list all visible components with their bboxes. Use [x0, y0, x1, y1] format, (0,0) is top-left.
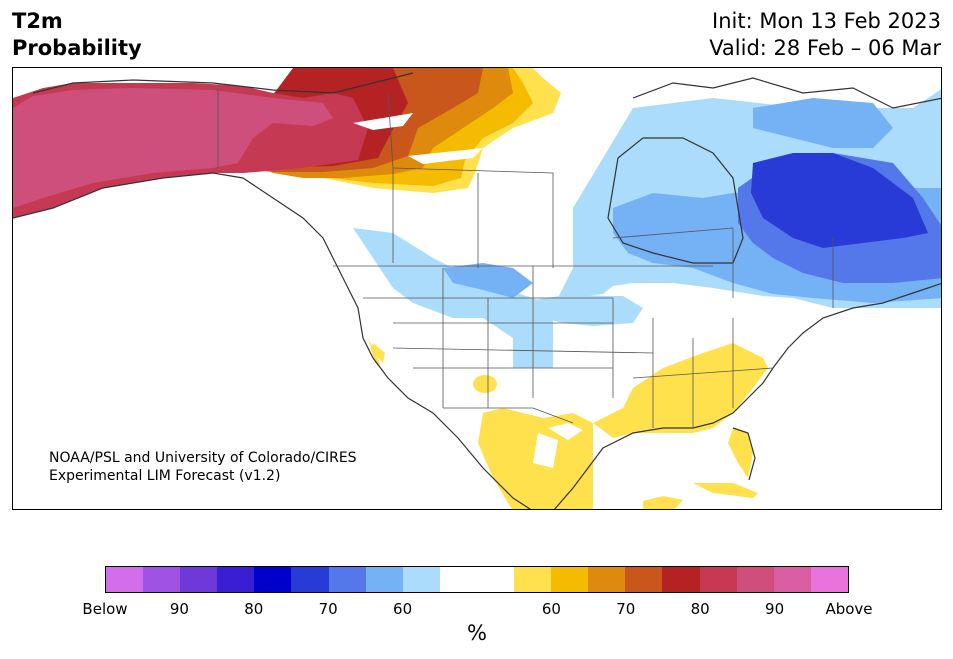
- colorbar-swatch: [514, 567, 552, 592]
- colorbar-tick-label: Above: [825, 600, 873, 618]
- colorbar-swatch: [810, 567, 848, 592]
- map-canvas: [13, 68, 941, 509]
- above60-region-caribbean: [643, 496, 683, 509]
- credit-line-model: Experimental LIM Forecast (v1.2): [49, 468, 281, 484]
- data-credit: NOAA/PSL and University of Colorado/CIRE…: [49, 449, 357, 485]
- credit-line-organization: NOAA/PSL and University of Colorado/CIRE…: [49, 450, 357, 466]
- colorbar-tick-label: Below: [82, 600, 128, 618]
- colorbar-swatch: [365, 567, 403, 592]
- below65-region-plains: [443, 263, 533, 298]
- map-title: T2m Probability: [12, 8, 142, 62]
- colorbar-swatch: [773, 567, 811, 592]
- colorbar-tick-label: 80: [244, 600, 264, 618]
- above60-region-gulf-coast: [371, 343, 385, 363]
- colorbar-swatch: [551, 567, 589, 592]
- colorbar-swatch: [328, 567, 366, 592]
- political-borders: [217, 88, 834, 428]
- colorbar: [105, 566, 849, 593]
- colorbar-swatch: [439, 567, 477, 592]
- coastlines: [13, 72, 941, 509]
- init-date-label: Init: Mon 13 Feb 2023: [712, 9, 941, 33]
- white-patch: [548, 423, 583, 440]
- below65-region-labrador: [753, 98, 893, 148]
- colorbar-unit: %: [467, 621, 487, 645]
- colorbar-tick-label: 70: [616, 600, 636, 618]
- colorbar-swatch: [736, 567, 774, 592]
- colorbar-tick-label: 90: [169, 600, 189, 618]
- valid-date-label: Valid: 28 Feb – 06 Mar: [709, 36, 941, 60]
- above60-region-southwest: [473, 375, 497, 393]
- colorbar-swatch: [402, 567, 440, 592]
- below75-region: [751, 153, 928, 248]
- colorbar-swatch: [217, 567, 255, 592]
- above60-region-southeast: [593, 343, 768, 438]
- colorbar-swatch: [143, 567, 181, 592]
- above60-region-florida: [728, 428, 753, 478]
- colorbar-swatch: [588, 567, 626, 592]
- colorbar-tick-label: 70: [318, 600, 338, 618]
- above60-region-cuba: [693, 483, 758, 498]
- colorbar-tick-label: 60: [393, 600, 413, 618]
- colorbar-swatch: [180, 567, 218, 592]
- colorbar-tick-label: 60: [541, 600, 561, 618]
- colorbar-swatch: [106, 567, 144, 592]
- colorbar-swatch: [699, 567, 737, 592]
- title-line-probability: Probability: [12, 36, 142, 60]
- colorbar-swatch: [662, 567, 700, 592]
- colorbar-swatch: [476, 567, 515, 592]
- colorbar-tick-label: 80: [690, 600, 710, 618]
- white-patch: [353, 113, 413, 130]
- below60-region-midwest: [533, 294, 643, 326]
- colorbar-swatch: [291, 567, 329, 592]
- white-patch: [533, 433, 558, 468]
- title-line-variable: T2m: [12, 9, 63, 33]
- colorbar-tick-label: 90: [765, 600, 785, 618]
- white-patch: [408, 148, 483, 164]
- colorbar-swatch: [625, 567, 663, 592]
- colorbar-swatch: [254, 567, 292, 592]
- above90-region: [13, 88, 333, 208]
- forecast-dates: Init: Mon 13 Feb 2023 Valid: 28 Feb – 06…: [709, 8, 941, 62]
- probability-map: [12, 67, 942, 510]
